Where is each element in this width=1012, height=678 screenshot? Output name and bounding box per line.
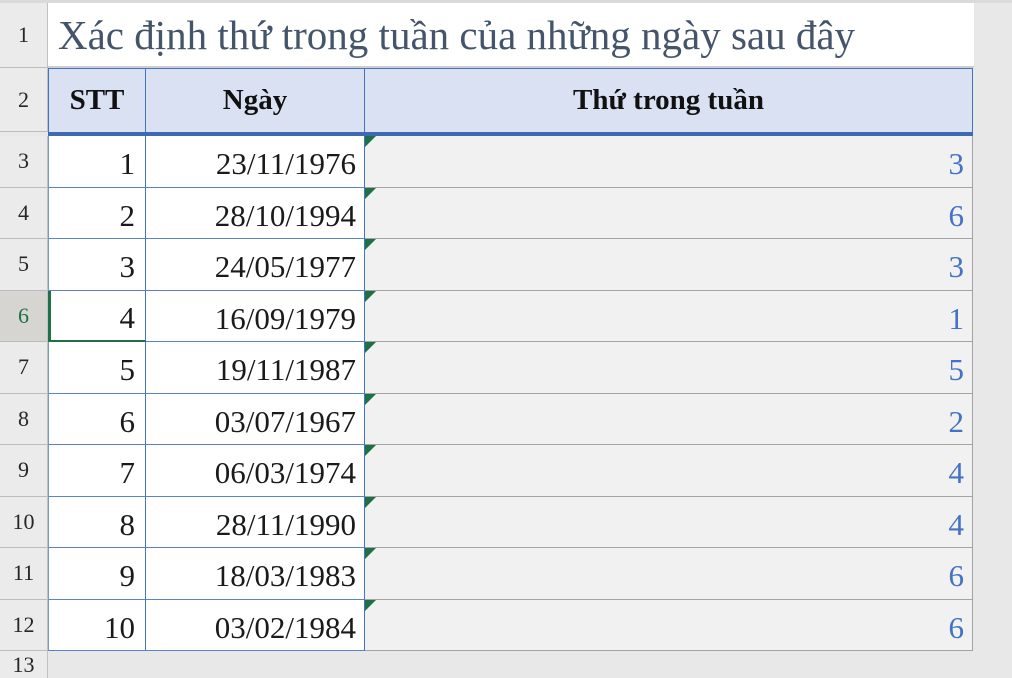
weekday-value: 2 (948, 403, 965, 439)
table-row: 3 1 23/11/1976 3 (0, 136, 1012, 188)
weekday-value: 4 (948, 455, 965, 491)
cell-weekday[interactable]: 3 (365, 136, 973, 188)
error-indicator-icon (365, 239, 376, 250)
cell-weekday[interactable]: 6 (365, 187, 973, 239)
title-cell[interactable]: Xác định thứ trong tuần của những ngày s… (48, 3, 974, 68)
cell-weekday[interactable]: 3 (365, 239, 973, 291)
cell-date[interactable]: 03/02/1984 (146, 599, 365, 651)
table-row-active: 6 4 16/09/1979 1 (0, 290, 1012, 342)
cell-weekday[interactable]: 5 (365, 342, 973, 394)
row-header-12[interactable]: 12 (0, 599, 48, 651)
active-cell-a6[interactable]: 4 (48, 290, 146, 342)
weekday-value: 3 (948, 146, 965, 182)
error-indicator-icon (365, 599, 376, 611)
cell-weekday[interactable]: 6 (365, 548, 973, 600)
table-row: 7 5 19/11/1987 5 (0, 342, 1012, 394)
error-indicator-icon (365, 136, 376, 147)
error-indicator-icon (365, 445, 376, 456)
cell-stt[interactable]: 9 (48, 548, 146, 600)
error-indicator-icon (365, 187, 376, 199)
cell-date[interactable]: 28/10/1994 (146, 187, 365, 239)
cell-weekday[interactable]: 6 (365, 599, 973, 651)
cell-stt[interactable]: 3 (48, 239, 146, 291)
cell-date[interactable]: 16/09/1979 (146, 290, 365, 342)
cell-stt[interactable]: 6 (48, 393, 146, 445)
error-indicator-icon (365, 393, 376, 405)
row-header-3[interactable]: 3 (0, 136, 48, 188)
weekday-value: 5 (948, 352, 965, 388)
cell-date[interactable]: 19/11/1987 (146, 342, 365, 394)
cell-weekday[interactable]: 1 (365, 290, 973, 342)
cell-date[interactable]: 23/11/1976 (146, 136, 365, 188)
column-header-stt[interactable]: STT (48, 68, 146, 132)
cell-date[interactable]: 06/03/1974 (146, 445, 365, 497)
column-header-thu[interactable]: Thứ trong tuần (365, 68, 973, 132)
table-row: 10 8 28/11/1990 4 (0, 496, 1012, 548)
table-row: 8 6 03/07/1967 2 (0, 393, 1012, 445)
row-header-11[interactable]: 11 (0, 548, 48, 600)
table-row: 5 3 24/05/1977 3 (0, 239, 1012, 291)
row-header-4[interactable]: 4 (0, 187, 48, 239)
cell-date[interactable]: 18/03/1983 (146, 548, 365, 600)
row-header-7[interactable]: 7 (0, 342, 48, 394)
cell-date[interactable]: 24/05/1977 (146, 239, 365, 291)
row-13: 13 (0, 651, 1012, 678)
error-indicator-icon (365, 290, 376, 302)
row-header-1[interactable]: 1 (0, 3, 48, 68)
column-header-ngay[interactable]: Ngày (146, 68, 365, 132)
table-row: 11 9 18/03/1983 6 (0, 548, 1012, 600)
row-header-10[interactable]: 10 (0, 496, 48, 548)
weekday-value: 4 (948, 506, 965, 542)
cell-date[interactable]: 03/07/1967 (146, 393, 365, 445)
row-1: 1 Xác định thứ trong tuần của những ngày… (0, 0, 1012, 68)
row-header-13[interactable]: 13 (0, 651, 48, 678)
row-header-5[interactable]: 5 (0, 239, 48, 291)
error-indicator-icon (365, 496, 376, 508)
table-row: 9 7 06/03/1974 4 (0, 445, 1012, 497)
row-header-6[interactable]: 6 (0, 290, 48, 342)
row-2: 2 STT Ngày Thứ trong tuần (0, 68, 1012, 132)
row-header-2[interactable]: 2 (0, 68, 48, 132)
header-underline (48, 132, 973, 136)
cell-weekday[interactable]: 2 (365, 393, 973, 445)
table-row: 4 2 28/10/1994 6 (0, 187, 1012, 239)
row-header-8[interactable]: 8 (0, 393, 48, 445)
cell-stt[interactable]: 5 (48, 342, 146, 394)
cell-weekday[interactable]: 4 (365, 445, 973, 497)
cell-stt[interactable]: 7 (48, 445, 146, 497)
cell-stt[interactable]: 1 (48, 136, 146, 188)
weekday-value: 6 (948, 197, 965, 233)
error-indicator-icon (365, 342, 376, 353)
cell-stt[interactable]: 8 (48, 496, 146, 548)
cell-date[interactable]: 28/11/1990 (146, 496, 365, 548)
cell-weekday[interactable]: 4 (365, 496, 973, 548)
cell-stt[interactable]: 2 (48, 187, 146, 239)
error-indicator-icon (365, 548, 376, 559)
table-row: 12 10 03/02/1984 6 (0, 599, 1012, 651)
row-header-9[interactable]: 9 (0, 445, 48, 497)
cell-stt[interactable]: 10 (48, 599, 146, 651)
weekday-value: 1 (948, 300, 965, 336)
weekday-value: 6 (948, 609, 965, 645)
weekday-value: 3 (948, 249, 965, 285)
weekday-value: 6 (948, 558, 965, 594)
